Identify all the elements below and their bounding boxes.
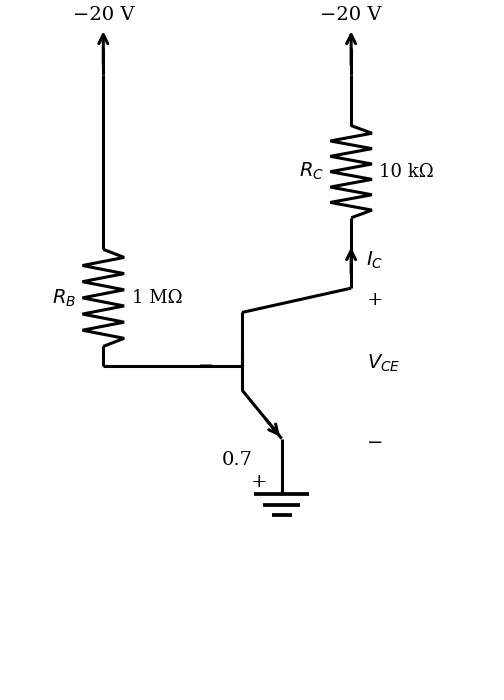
Text: $R_B$: $R_B$ (52, 287, 76, 309)
Text: −: − (199, 357, 215, 374)
Text: +: + (251, 473, 268, 491)
Text: $V_{CE}$: $V_{CE}$ (367, 353, 401, 374)
Text: 1 MΩ: 1 MΩ (132, 289, 182, 307)
Text: −20 V: −20 V (73, 6, 134, 24)
Text: −20 V: −20 V (321, 6, 382, 24)
Text: 0.7: 0.7 (222, 452, 253, 470)
Text: 10 kΩ: 10 kΩ (380, 162, 434, 181)
Text: +: + (367, 290, 384, 309)
Text: −: − (367, 434, 384, 452)
Text: $R_C$: $R_C$ (299, 161, 324, 182)
Text: $I_C$: $I_C$ (366, 250, 383, 271)
